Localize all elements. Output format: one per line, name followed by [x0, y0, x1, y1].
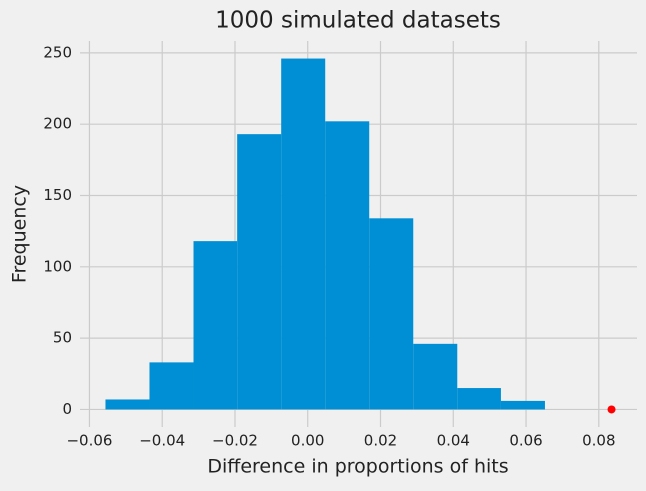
x-tick-label: −0.02 — [212, 432, 258, 450]
bar — [369, 218, 414, 410]
x-tick-label: 0.06 — [509, 432, 542, 450]
y-tick-label: 0 — [62, 400, 72, 418]
bar — [237, 134, 282, 410]
y-axis-label: Frequency — [9, 185, 31, 283]
bar — [281, 58, 326, 410]
x-tick-label: −0.04 — [139, 432, 185, 450]
bar — [413, 343, 458, 410]
bar — [325, 121, 370, 410]
chart-title: 1000 simulated datasets — [215, 8, 501, 34]
y-tick-label: 150 — [43, 186, 72, 204]
y-tick-label: 200 — [43, 115, 72, 133]
bar — [500, 400, 545, 410]
bar — [149, 362, 194, 410]
bar — [457, 388, 501, 410]
bar — [105, 399, 150, 410]
x-tick-label: 0.02 — [364, 432, 397, 450]
y-tick-label: 250 — [43, 43, 72, 61]
observed-point — [607, 405, 616, 414]
x-tick-label: 0.08 — [582, 432, 615, 450]
bar — [193, 241, 238, 410]
x-axis-label: Difference in proportions of hits — [207, 456, 508, 478]
x-tick-label: 0.04 — [437, 432, 470, 450]
x-tick-label: −0.06 — [66, 432, 112, 450]
x-tick-label: 0.00 — [291, 432, 324, 450]
y-tick-label: 50 — [53, 329, 72, 347]
y-tick-label: 100 — [43, 257, 72, 275]
